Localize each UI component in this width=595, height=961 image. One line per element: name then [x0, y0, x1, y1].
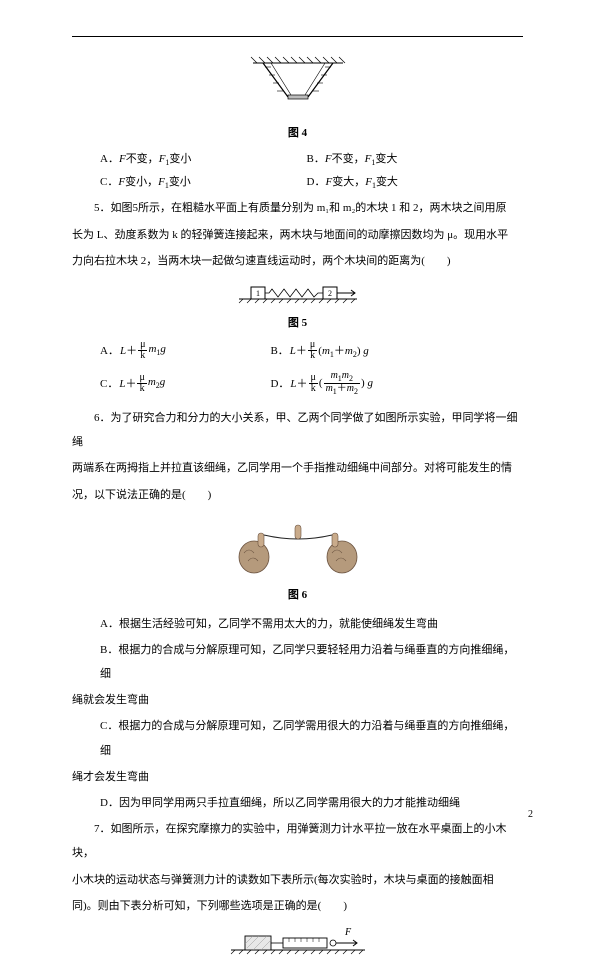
- fig6-svg: [218, 513, 378, 577]
- q4-opt-c: C．F变小，F1变小: [72, 173, 307, 190]
- q5c-pre: C．: [100, 375, 118, 391]
- q5-line1: 5．如图5所示，在粗糙水平面上有质量分别为 m₁和 m₂的木块 1 和 2，两木…: [72, 196, 523, 220]
- q6-opt-b1: B．根据力的合成与分解原理可知，乙同学只要轻轻用力沿着与绳垂直的方向推细绳，细: [72, 638, 523, 686]
- fig6-caption: 图 6: [72, 586, 523, 602]
- svg-text:F: F: [344, 927, 352, 938]
- q5d-pre: D．: [270, 375, 289, 391]
- figure-4: [72, 55, 523, 118]
- q5-opt-c: C． L＋ μk m2g: [72, 371, 270, 396]
- q5d-den: k: [309, 384, 318, 394]
- q5-opt-b: B． L＋ μk (m1＋m2) g: [270, 340, 523, 361]
- figure-6: [72, 513, 523, 580]
- fig5-svg: 1 2: [233, 279, 363, 305]
- q4-row2: C．F变小，F1变小 D．F变大，F1变大: [72, 173, 523, 190]
- q5-opt-d: D． L＋ μk ( m1m2m1＋m2 ) g: [270, 371, 523, 396]
- fig4-caption: 图 4: [72, 124, 523, 140]
- figure-7: F: [72, 924, 523, 961]
- q6-opt-d: D．因为甲同学用两只手拉直细绳，所以乙同学需用很大的力才能推动细绳: [72, 791, 523, 815]
- fig7-svg: F: [223, 924, 373, 958]
- q4-row1: A．F不变，F1变小 B．F不变，F1变大: [72, 150, 523, 167]
- q7-line3: 同)。则由下表分析可知，下列哪些选项是正确的是( ): [72, 894, 523, 918]
- q5c-den: k: [137, 384, 146, 394]
- q5b-den: k: [308, 351, 317, 361]
- q6-opt-a: A．根据生活经验可知，乙同学不需用太大的力，就能使细绳发生弯曲: [72, 612, 523, 636]
- q5a-den: k: [138, 351, 147, 361]
- q6-line3: 况，以下说法正确的是( ): [72, 483, 523, 507]
- svg-text:1: 1: [256, 289, 260, 298]
- page-number: 2: [528, 809, 533, 820]
- q5-opts-row2: C． L＋ μk m2g D． L＋ μk ( m1m2m1＋m2 ) g: [72, 371, 523, 396]
- q6-line2: 两端系在两拇指上并拉直该细绳，乙同学用一个手指推动细绳中间部分。对将可能发生的情: [72, 456, 523, 480]
- figure-5: 1 2: [72, 279, 523, 308]
- q4-opt-b: B．F不变，F1变大: [307, 150, 523, 167]
- svg-text:2: 2: [328, 289, 332, 298]
- q5-opts-row1: A． L＋ μk m1g B． L＋ μk (m1＋m2) g: [72, 340, 523, 361]
- q5-line3: 力向右拉木块 2，当两木块一起做匀速直线运动时，两个木块间的距离为( ): [72, 249, 523, 273]
- q6-opt-c2: 绳才会发生弯曲: [72, 765, 523, 789]
- q7-line2: 小木块的运动状态与弹簧测力计的读数如下表所示(每次实验时，木块与桌面的接触面相: [72, 868, 523, 892]
- q4-opt-a: A．F不变，F1变小: [72, 150, 307, 167]
- q6-opt-c1: C．根据力的合成与分解原理可知，乙同学需用很大的力沿着与绳垂直的方向推细绳，细: [72, 714, 523, 762]
- top-rule: [72, 36, 523, 37]
- q6-line1: 6．为了研究合力和分力的大小关系，甲、乙两个同学做了如图所示实验，甲同学将一细绳: [72, 406, 523, 454]
- q7-line1: 7．如图所示，在探究摩擦力的实验中，用弹簧测力计水平拉一放在水平桌面上的小木块，: [72, 817, 523, 865]
- q5b-pre: B．: [270, 342, 288, 358]
- q5-opt-a: A． L＋ μk m1g: [72, 340, 270, 361]
- q5-line2: 长为 L、劲度系数为 k 的轻弹簧连接起来，两木块与地面间的动摩擦因数均为 μ。…: [72, 223, 523, 247]
- q5a-pre: A．: [100, 342, 119, 358]
- fig5-caption: 图 5: [72, 314, 523, 330]
- q6-opt-b2: 绳就会发生弯曲: [72, 688, 523, 712]
- q4-opt-d: D．F变大，F1变大: [307, 173, 523, 190]
- fig4-svg: [243, 55, 353, 115]
